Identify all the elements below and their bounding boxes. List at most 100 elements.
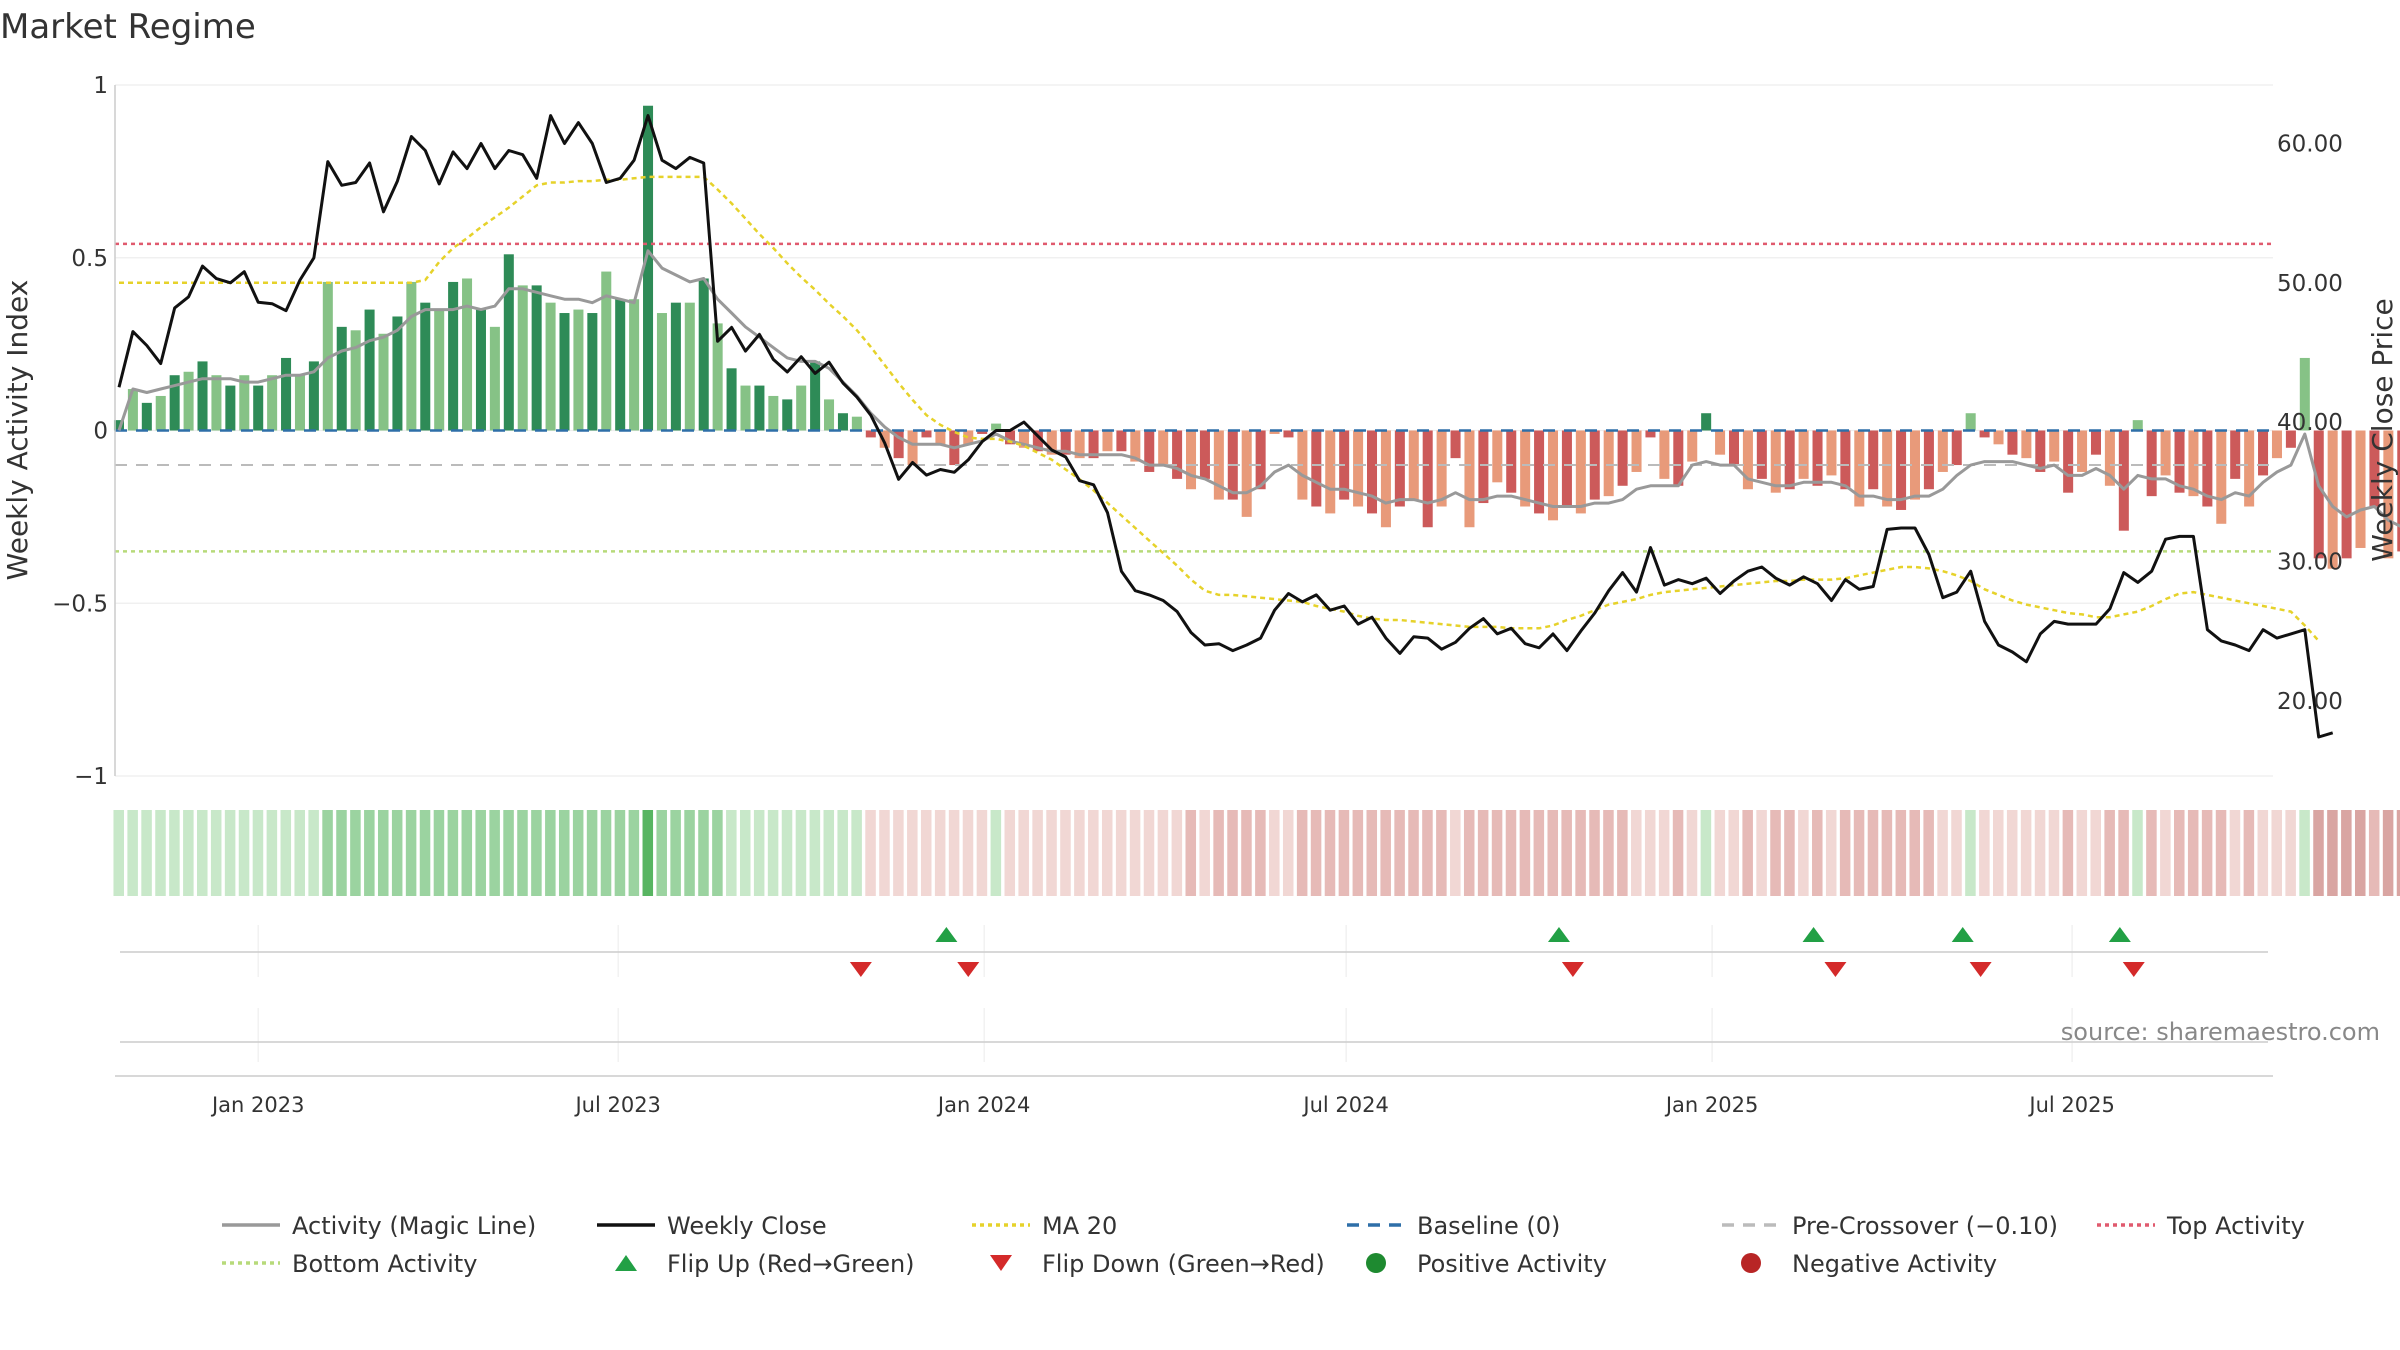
regime-cell xyxy=(558,810,570,896)
regime-strip xyxy=(113,810,2400,896)
activity-bar xyxy=(977,430,988,434)
regime-cell xyxy=(1867,810,1879,896)
regime-cell xyxy=(656,810,667,896)
regime-cell xyxy=(2368,810,2380,896)
activity-bar xyxy=(1965,413,1976,431)
regime-cell xyxy=(2215,810,2227,896)
activity-bar xyxy=(2035,430,2046,472)
regime-cell xyxy=(1881,810,1893,896)
x-tick-label: Jul 2025 xyxy=(2027,1093,2114,1117)
flip-up-marker xyxy=(1802,927,1825,942)
activity-bar xyxy=(1868,430,1879,490)
activity-bar xyxy=(420,302,431,431)
activity-bar xyxy=(1172,430,1183,479)
regime-cell xyxy=(1185,810,1197,896)
activity-bar xyxy=(1854,430,1865,507)
activity-bar xyxy=(1979,430,1990,438)
activity-bar xyxy=(1436,430,1447,507)
activity-bar xyxy=(991,423,1002,431)
activity-bar xyxy=(1060,430,1071,455)
activity-bar xyxy=(2355,430,2366,548)
regime-cell xyxy=(865,810,876,896)
activity-bar xyxy=(1603,430,1614,497)
activity-bar xyxy=(893,430,904,459)
activity-bar xyxy=(1937,430,1948,472)
activity-bar xyxy=(2327,430,2338,569)
regime-cell xyxy=(1408,810,1419,896)
activity-bar xyxy=(1158,430,1169,466)
regime-cell xyxy=(503,810,514,896)
activity-bar xyxy=(1673,430,1684,486)
regime-cell xyxy=(405,810,417,896)
activity-bar xyxy=(211,375,222,431)
regime-cell xyxy=(1728,810,1740,896)
axes: 1 0.5 0 −0.5 −1 60.00 50.00 40.00 30.00 20.00 Jan … xyxy=(1,73,2399,1117)
regime-cell xyxy=(962,810,974,896)
activity-bar xyxy=(1534,430,1545,514)
regime-cell xyxy=(893,810,904,896)
activity-bar xyxy=(1130,430,1141,462)
regime-cell xyxy=(1310,810,1322,896)
regime-cell xyxy=(823,810,835,896)
x-tick-label: Jan 2023 xyxy=(210,1093,305,1117)
regime-cell xyxy=(1269,810,1280,896)
activity-bar xyxy=(2174,430,2185,493)
regime-cell xyxy=(1603,810,1614,896)
regime-cell xyxy=(1255,810,1266,896)
activity-magic-line xyxy=(117,249,2400,528)
regime-cell xyxy=(1338,810,1350,896)
activity-bar xyxy=(601,271,612,431)
regime-cell xyxy=(2187,810,2199,896)
regime-cell xyxy=(767,810,779,896)
activity-bar xyxy=(1701,413,1712,431)
regime-cell xyxy=(809,810,821,896)
activity-bar xyxy=(2118,430,2129,531)
regime-cell xyxy=(1394,810,1405,896)
regime-cell xyxy=(2118,810,2129,896)
regime-cell xyxy=(1505,810,1517,896)
regime-cell xyxy=(614,810,626,896)
activity-bar xyxy=(1993,430,2004,445)
y-left-tick-label: −0.5 xyxy=(52,591,108,617)
regime-cell xyxy=(1714,810,1726,896)
regime-cell xyxy=(2313,810,2324,896)
regime-cell xyxy=(1241,810,1252,896)
activity-bar xyxy=(1506,430,1517,493)
regime-cell xyxy=(2355,810,2366,896)
regime-cell xyxy=(489,810,500,896)
regime-cell xyxy=(2285,810,2296,896)
regime-cell xyxy=(1018,810,1029,896)
regime-cell xyxy=(1575,810,1586,896)
y-right-tick-label: 30.00 xyxy=(2277,549,2343,575)
activity-bar xyxy=(865,430,876,438)
regime-cell xyxy=(1074,810,1085,896)
activity-bar xyxy=(615,299,626,431)
regime-cell xyxy=(712,810,723,896)
activity-bar xyxy=(1116,430,1127,452)
activity-bar xyxy=(1186,430,1197,490)
regime-cell xyxy=(1282,810,1294,896)
regime-cell xyxy=(907,810,918,896)
activity-bar xyxy=(1631,430,1642,472)
regime-cell xyxy=(781,810,793,896)
y-right-tick-label: 50.00 xyxy=(2277,271,2343,297)
regime-cell xyxy=(391,810,403,896)
regime-cell xyxy=(461,810,473,896)
regime-cell xyxy=(2396,810,2400,896)
activity-bar xyxy=(1074,430,1085,459)
regime-cell xyxy=(2271,810,2282,896)
activity-bar xyxy=(2021,430,2032,459)
activity-bar xyxy=(1840,430,1851,490)
weekly-close-line xyxy=(117,114,2334,739)
regime-cell xyxy=(1046,810,1057,896)
regime-cell xyxy=(1450,810,1461,896)
legend-label: MA 20 xyxy=(1042,1212,1117,1240)
activity-bar xyxy=(587,313,598,431)
regime-cell xyxy=(1825,810,1837,896)
regime-cell xyxy=(322,810,333,896)
activity-bar xyxy=(308,361,319,431)
regime-cell xyxy=(1909,810,1921,896)
regime-cell xyxy=(753,810,765,896)
legend-label: Bottom Activity xyxy=(292,1250,477,1278)
activity-bar xyxy=(1728,430,1740,466)
